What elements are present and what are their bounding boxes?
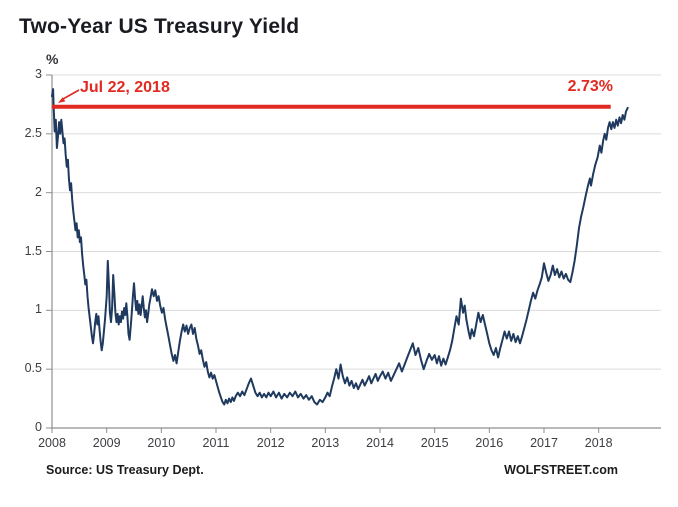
y-axis-tick-label: 2.5 (24, 125, 42, 140)
y-axis-unit-label: % (46, 51, 59, 67)
axes (46, 74, 661, 433)
x-axis-tick-label: 2011 (202, 436, 230, 450)
y-axis-tick-label: 1.5 (24, 243, 42, 258)
source-label: Source: US Treasury Dept. (46, 463, 204, 477)
chart-title: Two-Year US Treasury Yield (19, 15, 300, 38)
x-axis-tick-label: 2009 (92, 436, 121, 450)
y-axis-tick-label: 2 (35, 184, 42, 199)
yield-line-series (51, 88, 629, 406)
x-axis-tick-label: 2016 (475, 436, 504, 450)
y-axis-tick-label: 0 (35, 420, 42, 434)
y-axis-tick-label: 3 (35, 67, 42, 81)
site-watermark-label: WOLFSTREET.com (504, 463, 618, 477)
x-axis-tick-label: 2010 (147, 436, 176, 450)
annotation-arrow-icon (58, 89, 80, 103)
x-axis-tick-label: 2008 (38, 436, 66, 450)
annotation-date-label: Jul 22, 2018 (80, 79, 170, 96)
x-axis-tick-label: 2014 (366, 436, 394, 450)
y-axis-tick-label: 0.5 (24, 361, 42, 376)
x-axis-tick-label: 2013 (311, 436, 340, 450)
x-axis-tick-label: 2015 (420, 436, 449, 450)
treasury-yield-line (51, 88, 629, 406)
y-axis-tick-label: 1 (35, 302, 42, 317)
x-axis-tick-label: 2018 (584, 436, 613, 450)
gridlines (52, 74, 661, 370)
annotation-value-label: 2.73% (567, 78, 613, 95)
x-axis-tick-label: 2017 (530, 436, 558, 450)
x-axis-tick-label: 2012 (256, 436, 285, 450)
